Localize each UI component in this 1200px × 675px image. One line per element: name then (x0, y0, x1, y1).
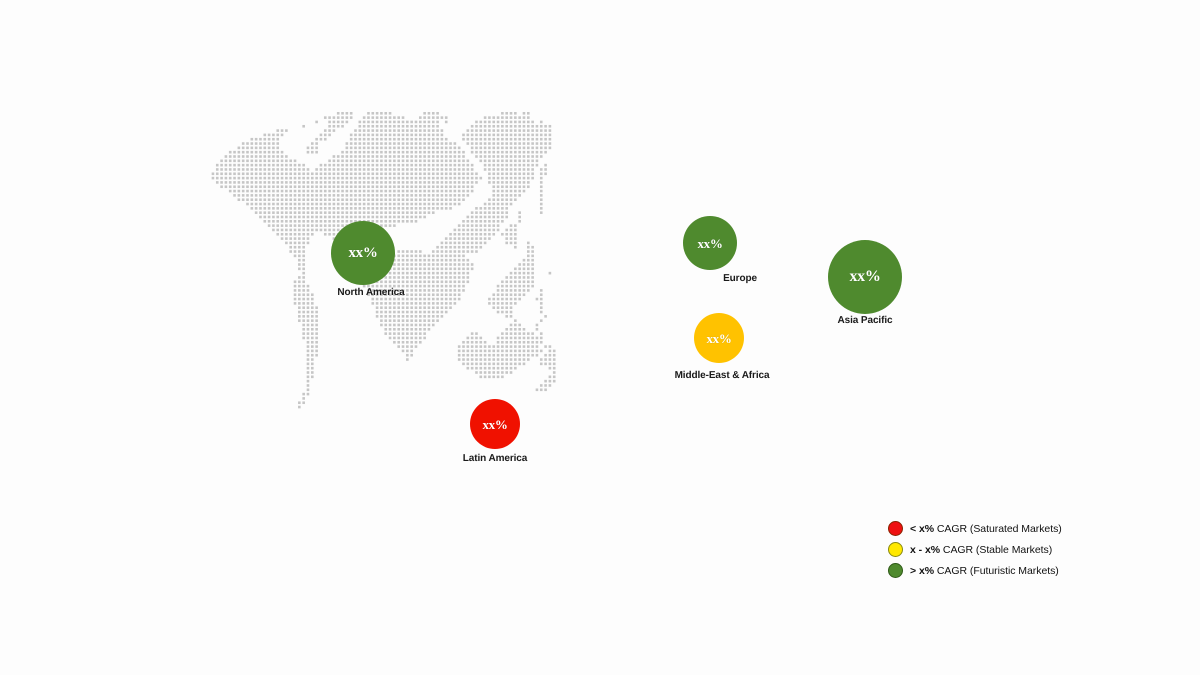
bubble-circle-asia-pacific[interactable]: xx% (828, 240, 902, 314)
region-label-middle-east-africa: Middle-East & Africa (674, 370, 770, 381)
bubble-value-latin-america: xx% (482, 416, 508, 432)
legend: < x% CAGR (Saturated Markets) x - x% CAGR… (888, 518, 1138, 581)
map-dot-grid (211, 112, 556, 409)
legend-label-futuristic: > x% CAGR (Futuristic Markets) (910, 564, 1059, 577)
region-bubble-north-america[interactable]: xx% (331, 221, 395, 285)
legend-row-saturated[interactable]: < x% CAGR (Saturated Markets) (888, 518, 1138, 539)
legend-label-stable: x - x% CAGR (Stable Markets) (910, 543, 1053, 556)
region-label-north-america: North America (337, 287, 405, 298)
bubble-value-europe: xx% (697, 235, 723, 251)
legend-dot-stable (888, 542, 903, 557)
region-label-europe: Europe (723, 273, 757, 284)
bubble-value-north-america: xx% (348, 244, 378, 261)
region-bubble-latin-america[interactable]: xx% (470, 399, 520, 449)
bubble-circle-europe[interactable]: xx% (683, 216, 737, 270)
region-bubble-asia-pacific[interactable]: xx% (828, 240, 902, 314)
legend-dot-futuristic (888, 563, 903, 578)
legend-row-futuristic[interactable]: > x% CAGR (Futuristic Markets) (888, 560, 1138, 581)
region-label-latin-america: Latin America (462, 453, 528, 464)
bubble-circle-latin-america[interactable]: xx% (470, 399, 520, 449)
legend-row-stable[interactable]: x - x% CAGR (Stable Markets) (888, 539, 1138, 560)
legend-dot-saturated (888, 521, 903, 536)
bubble-circle-north-america[interactable]: xx% (331, 221, 395, 285)
bubble-value-middle-east-africa: xx% (706, 330, 732, 346)
region-label-asia-pacific: Asia Pacific (837, 315, 893, 326)
bubble-value-asia-pacific: xx% (849, 268, 881, 285)
legend-label-saturated: < x% CAGR (Saturated Markets) (910, 522, 1062, 535)
region-bubble-europe[interactable]: xx% (683, 216, 737, 270)
region-bubble-middle-east-africa[interactable]: xx% (694, 313, 744, 363)
bubble-circle-middle-east-africa[interactable]: xx% (694, 313, 744, 363)
